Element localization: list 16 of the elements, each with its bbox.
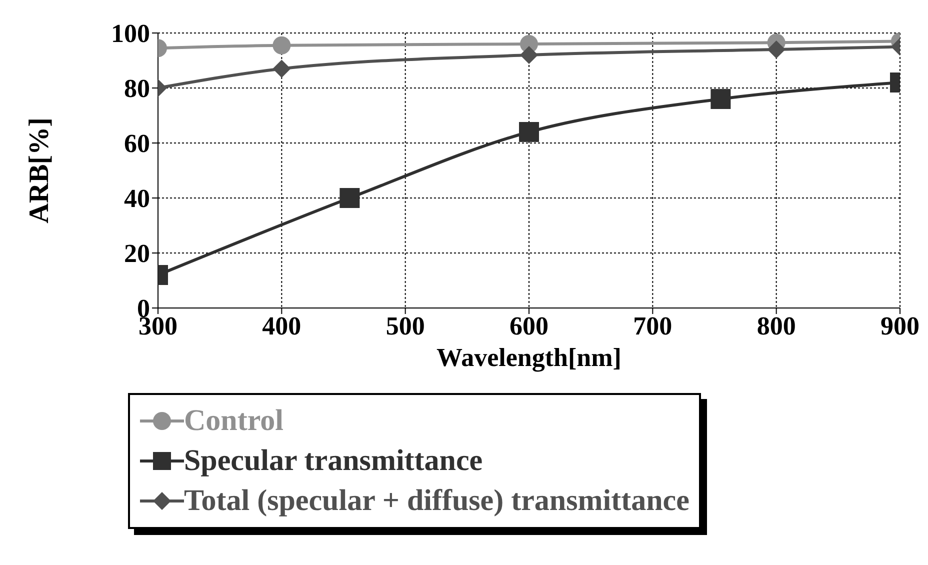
x-axis-title: Wavelength[nm] (436, 343, 622, 372)
x-tick-label: 800 (756, 311, 796, 340)
y-tick-label: 20 (124, 239, 150, 268)
y-axis-title: ARB[%] (24, 118, 55, 224)
y-tick-label: 100 (111, 19, 150, 48)
x-tick-label: 500 (386, 311, 425, 340)
y-tick-label: 80 (124, 74, 150, 104)
y-tick-label: 60 (124, 129, 150, 158)
x-tick-label: 900 (880, 311, 920, 340)
x-tick-label: 700 (633, 311, 672, 340)
x-tick-label: 400 (262, 311, 302, 340)
legend-label: Total (specular + diffuse) transmittance (184, 483, 690, 519)
legend-label: Control (184, 403, 284, 439)
y-tick-label: 40 (124, 184, 150, 214)
x-tick-label: 600 (510, 311, 548, 340)
legend-label: Specular transmittance (184, 443, 483, 479)
